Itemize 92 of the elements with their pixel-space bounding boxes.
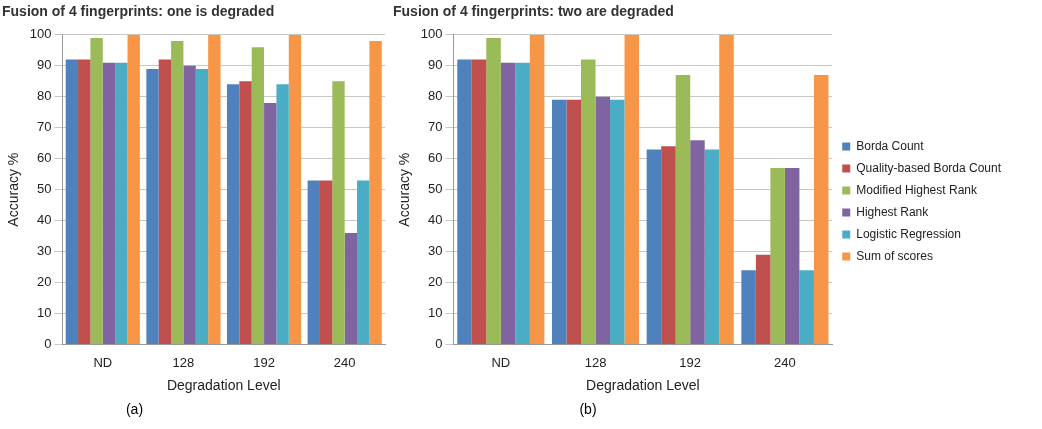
bar [624, 34, 640, 345]
x-tick-label: 240 [333, 354, 356, 370]
chart-title: Fusion of 4 fingerprints: one is degraded [2, 3, 275, 20]
x-tick-label: 128 [584, 354, 607, 370]
y-tick-label: 40 [428, 212, 443, 228]
bar [369, 41, 382, 345]
bar [799, 270, 814, 345]
y-tick-label: 10 [428, 305, 443, 321]
bar [146, 68, 159, 345]
bar [357, 180, 370, 345]
bar [90, 37, 103, 345]
y-tick-label: 80 [37, 88, 52, 104]
y-tick-label: 100 [29, 26, 52, 42]
x-axis-title: Degradation Level [166, 377, 281, 394]
x-tick-label: ND [491, 354, 511, 370]
bar [288, 34, 302, 345]
y-axis-title: Accuracy % [5, 152, 22, 227]
bar [813, 75, 829, 345]
y-tick-label: 70 [428, 119, 443, 135]
bar [661, 146, 676, 345]
bar [529, 34, 545, 345]
y-tick-label: 50 [428, 181, 443, 197]
y-tick-label: 70 [37, 119, 52, 135]
y-tick-label: 30 [37, 243, 52, 259]
bar [158, 59, 172, 345]
bar [646, 149, 662, 345]
bar [457, 59, 472, 345]
y-tick-label: 30 [428, 243, 443, 259]
bar [770, 168, 785, 345]
x-tick-label: 192 [253, 354, 275, 370]
bar [332, 81, 345, 345]
y-tick-label: 40 [37, 212, 52, 228]
bar [78, 59, 91, 345]
bar [784, 168, 800, 345]
y-tick-label: 80 [428, 88, 443, 104]
bar [276, 84, 289, 345]
bar [102, 62, 116, 345]
bar [264, 102, 277, 345]
bar [195, 68, 209, 345]
bar [741, 270, 756, 345]
bar [251, 47, 265, 345]
y-tick-label: 100 [420, 26, 443, 42]
bar [208, 34, 221, 345]
chart-title: Fusion of 4 fingerprints: two are degraded [393, 3, 674, 20]
bar [675, 75, 691, 345]
bar [65, 59, 79, 345]
bar [127, 34, 140, 345]
x-axis-title: Degradation Level [586, 377, 700, 394]
bar [704, 149, 720, 345]
bar [551, 99, 567, 345]
y-tick-label: 10 [37, 305, 52, 321]
bar [239, 81, 252, 345]
y-tick-label: 90 [428, 57, 443, 73]
x-tick-label: 128 [172, 354, 195, 370]
legend-label: Borda Count [856, 138, 925, 153]
bar [595, 96, 611, 345]
bar [307, 180, 320, 345]
bar [486, 37, 501, 345]
y-tick-label: 0 [44, 336, 52, 352]
legend-label: Highest Rank [856, 204, 930, 219]
text: (b) [579, 401, 598, 417]
y-tick-label: 50 [37, 181, 52, 197]
y-tick-label: 0 [435, 336, 443, 352]
bar [719, 34, 734, 345]
bar [566, 99, 582, 345]
bar [500, 62, 516, 345]
legend-label: Quality-based Borda Count [856, 160, 1002, 175]
text: (a) [125, 401, 145, 417]
legend-label: Sum of scores [856, 248, 933, 263]
y-tick-label: 60 [428, 150, 443, 166]
bar [226, 84, 240, 345]
y-tick-label: 20 [428, 274, 443, 290]
bar [755, 254, 771, 345]
bar [115, 62, 128, 345]
x-tick-label: 240 [774, 354, 796, 370]
y-tick-label: 20 [37, 274, 52, 290]
x-tick-label: 192 [679, 354, 702, 370]
y-axis-title: Accuracy % [396, 152, 413, 227]
bar [610, 99, 625, 345]
bar [319, 180, 333, 345]
legend-label: Logistic Regression [856, 226, 961, 241]
bar [581, 59, 596, 345]
bar [344, 233, 358, 345]
y-tick-label: 90 [37, 57, 52, 73]
legend-label: Modified Highest Rank [856, 182, 978, 197]
bar [183, 65, 196, 345]
y-tick-label: 60 [37, 150, 52, 166]
bar [171, 41, 184, 345]
bar [690, 140, 705, 345]
bar [515, 62, 530, 345]
bar [471, 59, 487, 345]
x-tick-label: ND [93, 354, 113, 370]
